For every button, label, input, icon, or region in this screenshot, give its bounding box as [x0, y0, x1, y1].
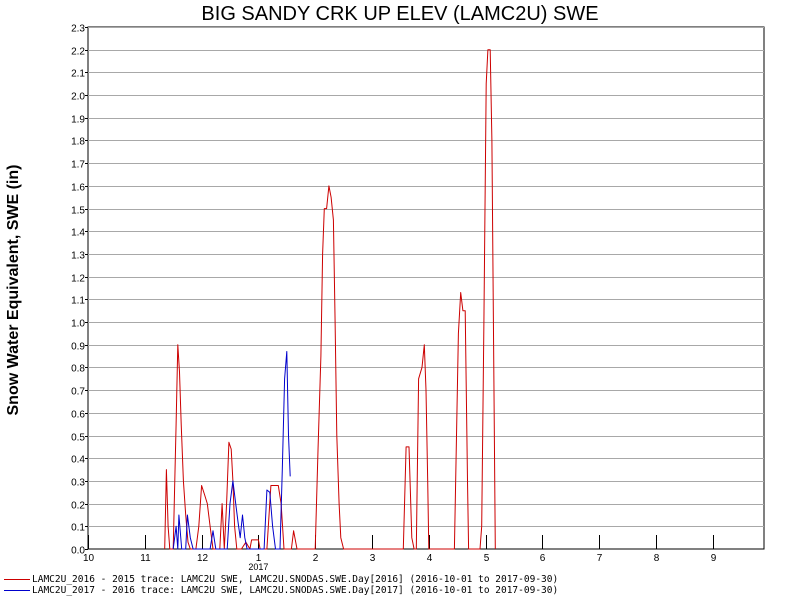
x-tick-label: 7: [597, 553, 603, 564]
y-tick-label: 0.6: [71, 410, 85, 421]
legend-swatch-red: [4, 579, 30, 580]
y-tick-label: 1.0: [71, 319, 85, 330]
y-tick-label: 2.1: [71, 69, 85, 80]
y-tick-label: 0.8: [71, 364, 85, 375]
y-tick-label: 1.5: [71, 206, 85, 217]
y-tick-label: 2.3: [71, 24, 85, 35]
plot-frame: [87, 26, 765, 550]
y-tick-label: 0.5: [71, 433, 85, 444]
y-tick-label: 1.7: [71, 160, 85, 171]
y-tick-label: 0.7: [71, 387, 85, 398]
x-year-label: 2017: [248, 562, 268, 572]
y-tick-label: 2.0: [71, 92, 85, 103]
legend-item-2017: LAMC2U_2017 - 2016 trace: LAMC2U SWE, LA…: [4, 585, 558, 596]
x-tick-label: 10: [83, 553, 95, 564]
y-tick-label: 1.9: [71, 115, 85, 126]
chart-title: BIG SANDY CRK UP ELEV (LAMC2U) SWE: [201, 3, 599, 25]
x-tick-label: 2: [313, 553, 319, 564]
x-tick-label: 5: [484, 553, 490, 564]
y-tick-label: 0.1: [71, 523, 85, 534]
x-tick-label: 3: [370, 553, 376, 564]
y-tick-label: 1.2: [71, 274, 85, 285]
y-tick-label: 1.6: [71, 183, 85, 194]
legend-swatch-blue: [4, 590, 30, 591]
y-tick-label: 0.0: [71, 546, 85, 557]
legend-label-2017: LAMC2U_2017 - 2016 trace: LAMC2U SWE, LA…: [32, 585, 559, 596]
x-tick-label: 4: [427, 553, 433, 564]
y-tick-label: 0.2: [71, 501, 85, 512]
x-tick-label: 8: [654, 553, 660, 564]
y-tick-label: 0.4: [71, 455, 85, 466]
x-tick-label: 12: [197, 553, 209, 564]
legend: LAMC2U_2016 - 2015 trace: LAMC2U SWE, LA…: [4, 574, 558, 596]
x-tick-label: 9: [711, 553, 717, 564]
y-tick-label: 1.1: [71, 296, 85, 307]
x-tick-label: 6: [540, 553, 546, 564]
y-tick-label: 1.3: [71, 251, 85, 262]
series-line-0: [164, 49, 496, 550]
y-tick-label: 1.8: [71, 137, 85, 148]
y-tick-label: 2.2: [71, 47, 85, 58]
legend-label-2016: LAMC2U_2016 - 2015 trace: LAMC2U SWE, LA…: [32, 574, 559, 585]
x-tick-label: 11: [140, 553, 151, 564]
y-tick-label: 0.9: [71, 342, 85, 353]
series-line-1: [172, 351, 291, 550]
y-tick-label: 0.3: [71, 478, 85, 489]
x-tick-label: 1: [256, 553, 262, 564]
y-tick-label: 1.4: [71, 228, 85, 239]
legend-item-2016: LAMC2U_2016 - 2015 trace: LAMC2U SWE, LA…: [4, 574, 558, 585]
